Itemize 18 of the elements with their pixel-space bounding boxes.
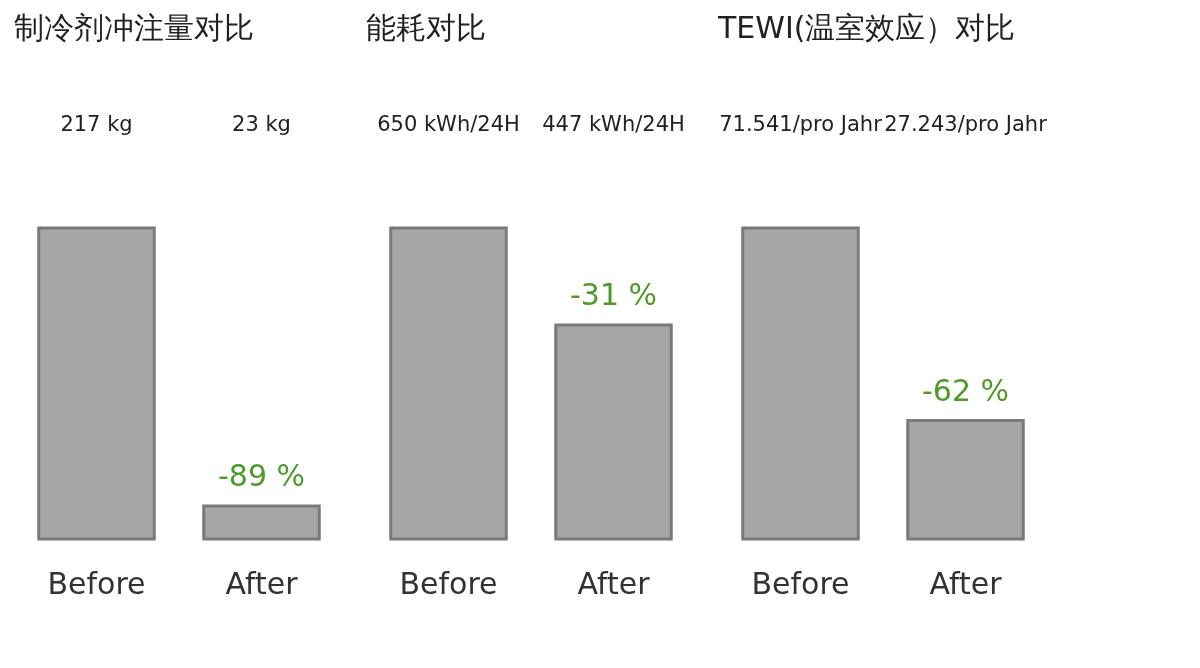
annotation: -31 % bbox=[569, 277, 658, 313]
x-tick-label: After bbox=[929, 565, 1003, 601]
annotation: -62 % bbox=[921, 372, 1010, 408]
x-tick-label: After bbox=[225, 565, 299, 601]
data-label: 650 kWh/24H bbox=[377, 112, 520, 136]
data-label: 23 kg bbox=[232, 112, 291, 136]
x-tick-label: Before bbox=[47, 565, 146, 601]
chart-title: 能耗对比 bbox=[366, 10, 486, 45]
chart-title: 制冷剂冲注量对比 bbox=[14, 10, 254, 45]
x-tick-label: Before bbox=[399, 565, 498, 601]
annotation: -89 % bbox=[217, 458, 306, 494]
x-tick-label: Before bbox=[751, 565, 850, 601]
data-label: 27.243/pro Jahr bbox=[884, 112, 1048, 136]
data-label: 217 kg bbox=[60, 112, 133, 136]
data-label: 447 kWh/24H bbox=[542, 112, 685, 136]
x-tick-label: After bbox=[577, 565, 651, 601]
data-label: 71.541/pro Jahr bbox=[719, 112, 883, 136]
chart-title: TEWI(温室效应）对比 bbox=[717, 10, 1016, 45]
